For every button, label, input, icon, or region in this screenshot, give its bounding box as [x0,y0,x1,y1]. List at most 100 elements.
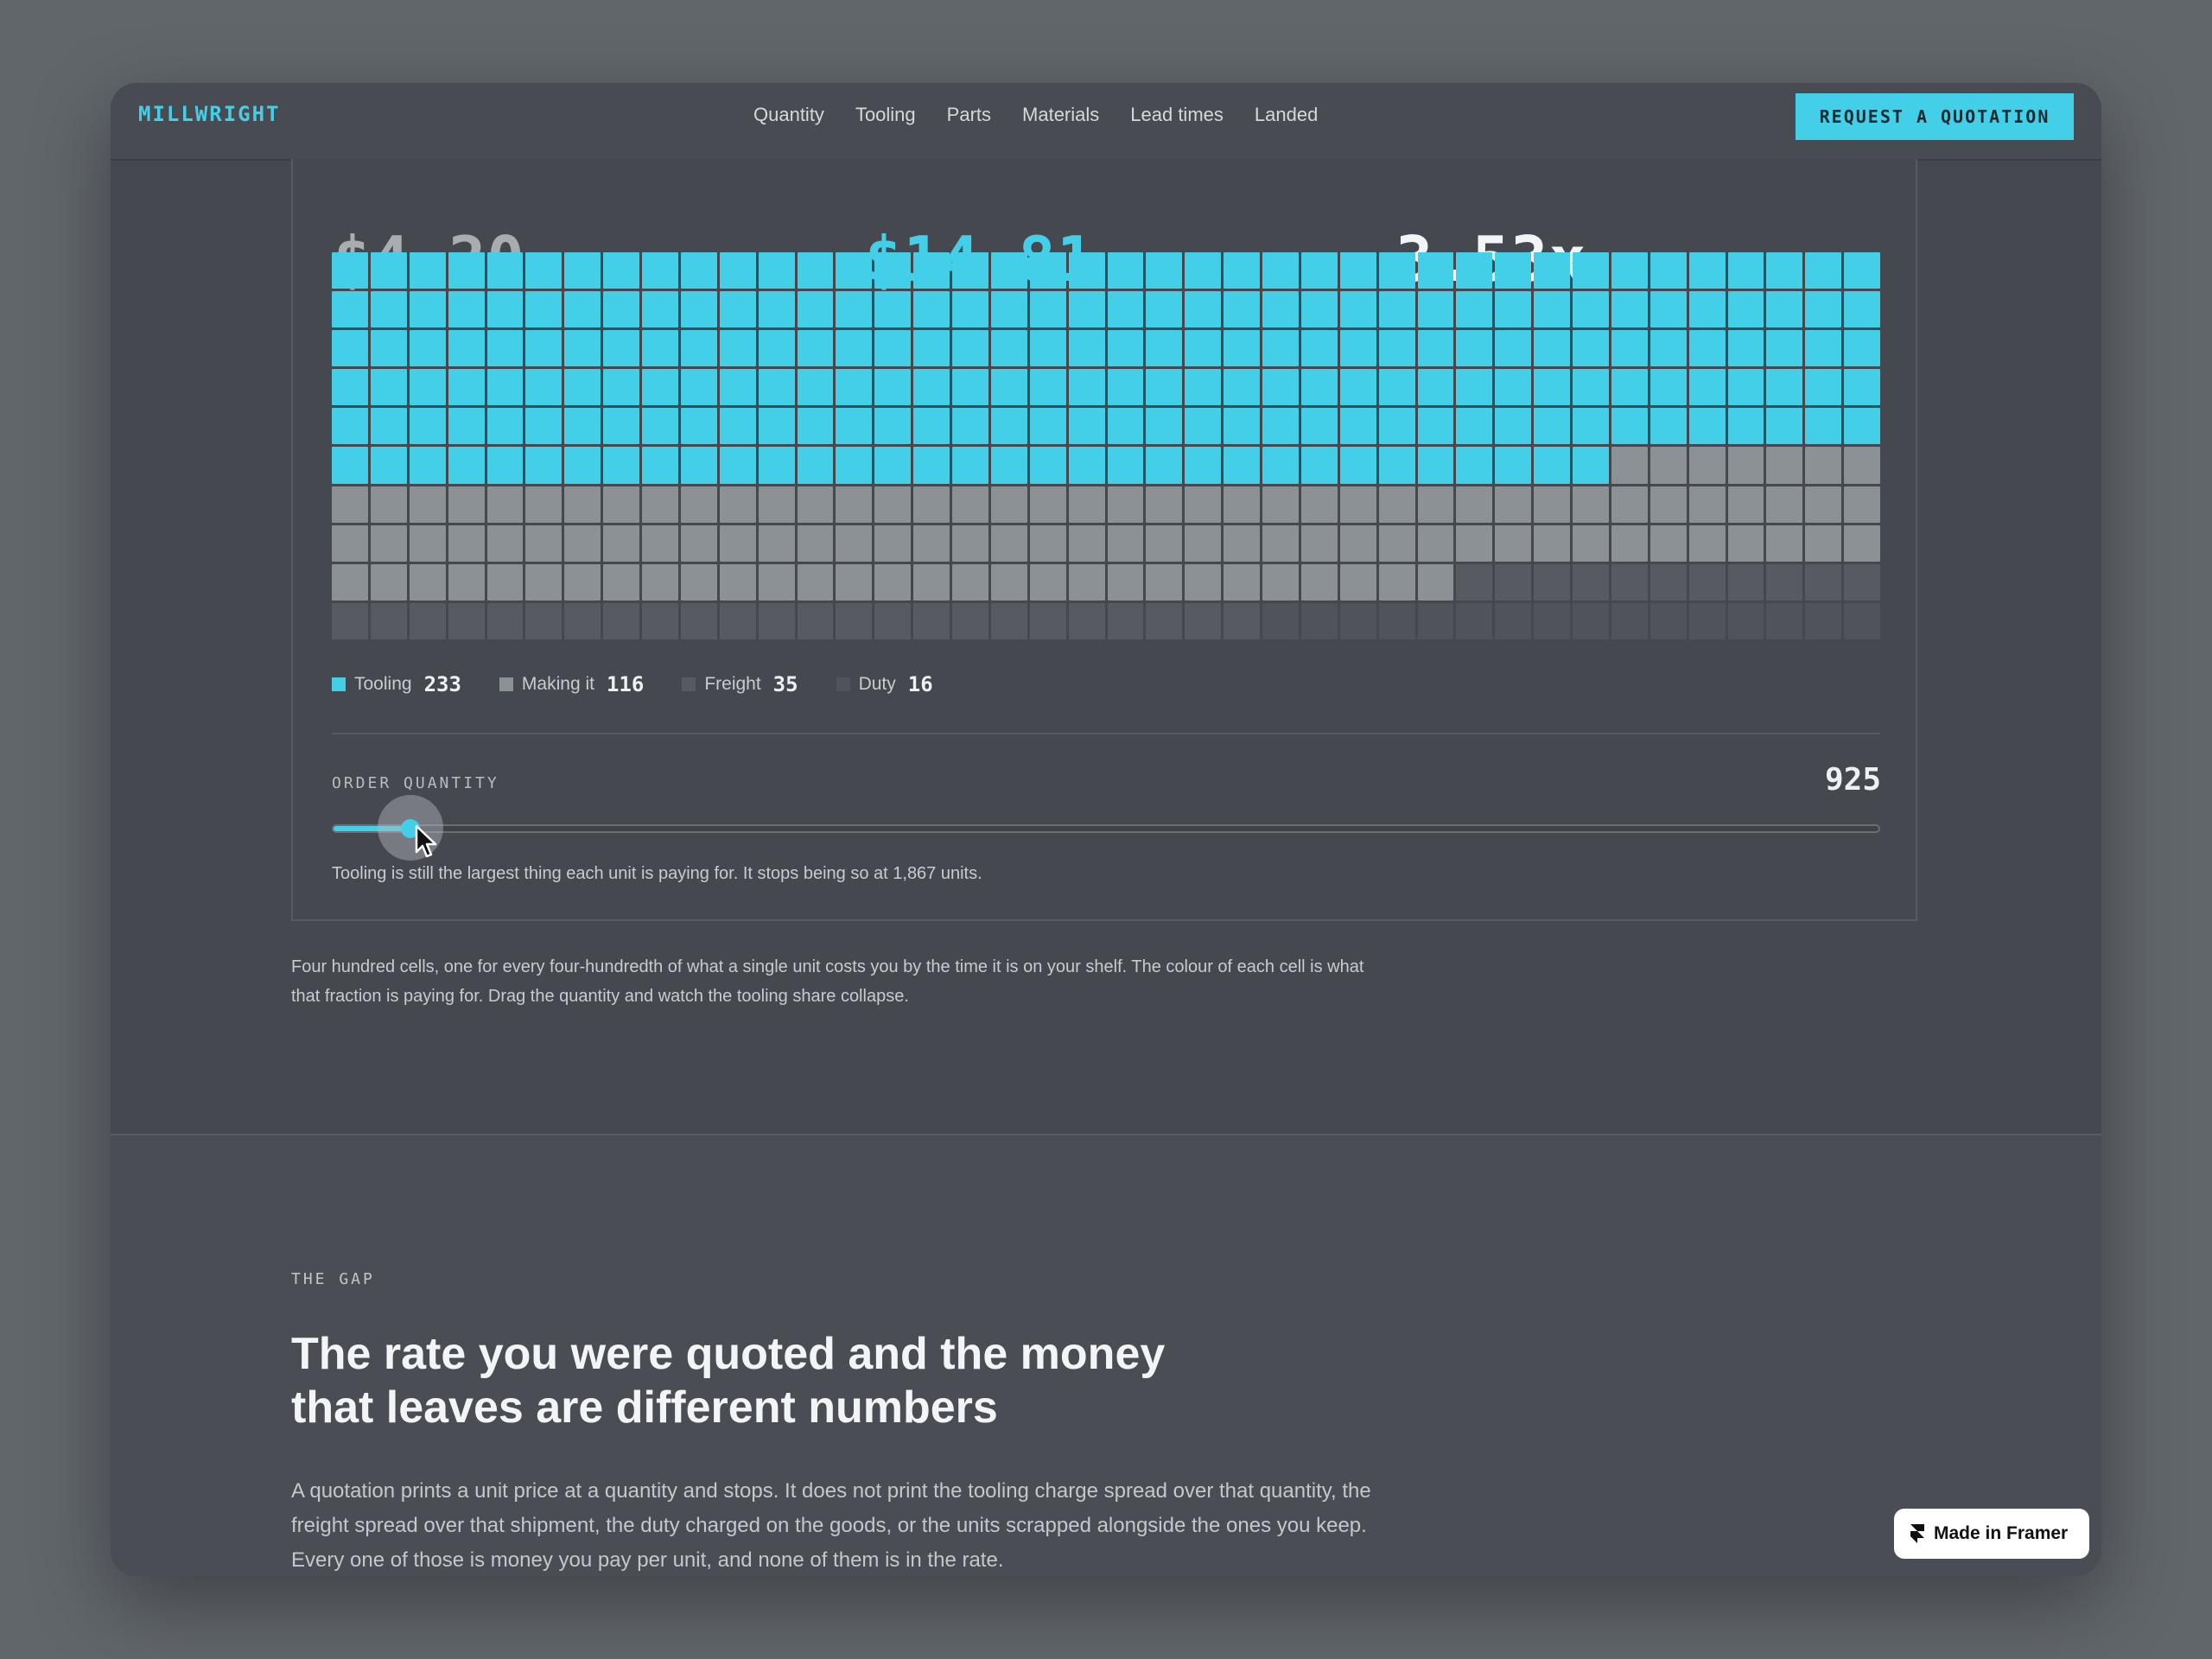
waffle-cell-tooling [1534,369,1570,406]
waffle-cell-making [448,524,485,562]
request-quotation-button[interactable]: REQUEST A QUOTATION [1796,93,2074,140]
waffle-cell-tooling [642,369,678,406]
nav-link-landed[interactable]: Landed [1254,104,1319,125]
waffle-cell-tooling [1495,447,1532,484]
waffle-cell-tooling [952,252,988,289]
waffle-cell-making [913,486,950,523]
waffle-cell-tooling [1029,252,1066,289]
nav-link-materials[interactable]: Materials [1022,104,1100,125]
legend-making: Making it 116 [499,672,644,696]
waffle-cell-making [1185,524,1222,562]
waffle-cell-tooling [990,291,1027,328]
waffle-cell-making [1805,486,1842,523]
waffle-cell-tooling [797,291,834,328]
waffle-cell-tooling [525,408,563,445]
nav-links: Quantity Tooling Parts Materials Lead ti… [753,104,1318,126]
waffle-cell-tooling [1417,291,1454,328]
waffle-cell-tooling [1805,369,1842,406]
waffle-cell-duty [1727,602,1764,639]
waffle-cell-duty [1688,602,1726,639]
waffle-cell-making [525,524,563,562]
waffle-cell-tooling [1573,369,1609,406]
waffle-cell-tooling [874,369,912,406]
waffle-cell-tooling [1300,408,1338,445]
waffle-cell-tooling [1029,369,1066,406]
waffle-cell-making [1339,486,1376,523]
waffle-cell-tooling [1185,369,1222,406]
waffle-cell-tooling [913,408,950,445]
waffle-cell-making [486,524,524,562]
waffle-cell-tooling [409,408,446,445]
waffle-cell-tooling [1107,330,1144,367]
waffle-cell-making [1378,524,1415,562]
waffle-cell-making [1300,486,1338,523]
waffle-cell-making [370,563,407,601]
waffle-cell-tooling [1534,330,1570,367]
waffle-cell-tooling [680,330,717,367]
waffle-cell-making [1107,563,1144,601]
waffle-cell-making [1534,524,1570,562]
waffle-cell-tooling [797,447,834,484]
waffle-cell-freight [1573,563,1609,601]
waffle-cell-freight [1146,602,1183,639]
waffle-cell-tooling [1534,408,1570,445]
waffle-cell-freight [1107,602,1144,639]
waffle-cell-tooling [409,291,446,328]
waffle-cell-making [1495,486,1532,523]
waffle-cell-tooling [1146,447,1183,484]
waffle-cell-tooling [1378,291,1415,328]
waffle-cell-tooling [486,291,524,328]
waffle-cell-making [1300,563,1338,601]
legend-label-duty: Duty [858,674,896,694]
waffle-cell-tooling [1534,291,1570,328]
waffle-cell-tooling [603,252,639,289]
waffle-cell-tooling [1378,408,1415,445]
waffle-cell-making [1844,524,1880,562]
waffle-cell-tooling [332,369,368,406]
waffle-cell-tooling [1029,447,1066,484]
waffle-cell-tooling [1068,330,1105,367]
waffle-cell-making [370,486,407,523]
waffle-cell-tooling [1378,330,1415,367]
waffle-cell-making [564,563,601,601]
waffle-cell-tooling [525,252,563,289]
legend-swatch-making [499,677,513,691]
quantity-slider[interactable] [332,795,1880,861]
waffle-cell-making [1844,447,1880,484]
waffle-cell-tooling [952,330,988,367]
waffle-cell-duty [1573,602,1609,639]
waffle-cell-making [603,563,639,601]
waffle-cell-tooling [642,330,678,367]
waffle-cell-duty [1300,602,1338,639]
waffle-cell-tooling [913,447,950,484]
waffle-cell-tooling [719,252,756,289]
waffle-cell-tooling [1805,291,1842,328]
gap-section [111,1135,2101,1576]
waffle-cell-making [409,486,446,523]
made-in-framer-badge[interactable]: Made in Framer [1894,1509,2089,1559]
nav-link-quantity[interactable]: Quantity [753,104,824,125]
waffle-cell-tooling [1534,252,1570,289]
waffle-cell-tooling [564,330,601,367]
waffle-cell-tooling [1456,408,1493,445]
waffle-cell-tooling [1805,252,1842,289]
waffle-cell-freight [409,602,446,639]
brand-logo[interactable]: MILLWRIGHT [138,102,281,126]
waffle-cell-tooling [1456,252,1493,289]
nav-link-lead-times[interactable]: Lead times [1130,104,1224,125]
waffle-cell-making [486,486,524,523]
nav-link-parts[interactable]: Parts [946,104,992,125]
waffle-cell-tooling [952,291,988,328]
nav-link-tooling[interactable]: Tooling [855,104,916,125]
waffle-cell-tooling [1339,330,1376,367]
waffle-cell-tooling [758,330,795,367]
waffle-cell-duty [1844,602,1880,639]
card-divider [332,733,1880,734]
top-nav: MILLWRIGHT Quantity Tooling Parts Materi… [111,83,2101,161]
waffle-cell-making [642,563,678,601]
waffle-cell-tooling [1185,408,1222,445]
waffle-cell-making [1805,447,1842,484]
waffle-cell-making [1611,486,1648,523]
waffle-cell-freight [1688,563,1726,601]
waffle-cell-tooling [1611,291,1648,328]
